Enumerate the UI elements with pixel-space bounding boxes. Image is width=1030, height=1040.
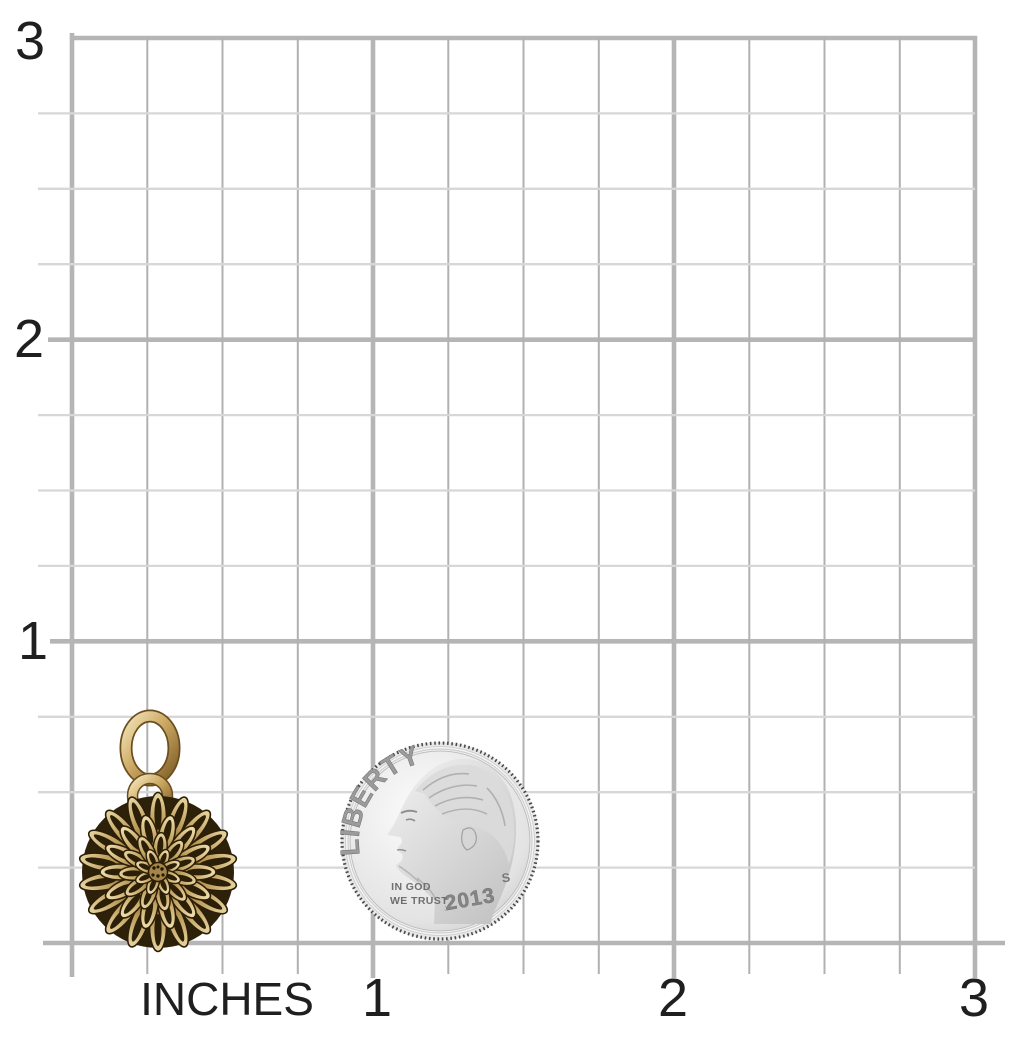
face-features	[396, 809, 437, 901]
designer-initials: JS	[444, 905, 452, 912]
motto-line-1: IN GOD	[391, 881, 431, 893]
ear	[461, 827, 477, 851]
hair-strokes	[422, 772, 506, 827]
roosevelt-portrait	[387, 758, 517, 924]
x-axis-label-1: 1	[361, 968, 393, 1028]
motto-line-2: WE TRUST	[390, 895, 448, 907]
charm-bail-rings	[119, 709, 181, 820]
charm-flower	[77, 791, 239, 953]
x-axis-label-3: 3	[958, 968, 990, 1028]
flower-center	[147, 861, 169, 883]
x-axis-label-2: 2	[657, 968, 689, 1028]
y-axis-label-2: 2	[13, 309, 45, 369]
y-axis-label-1: 1	[17, 611, 49, 671]
chrysanthemum-charm-photo	[77, 709, 239, 953]
x-axis-unit-label: INCHES	[140, 973, 314, 1025]
mint-mark: S	[501, 870, 511, 885]
dime-coin-photo: LIBERTY IN GOD WE TRUST JS 2013 S	[337, 739, 540, 941]
y-axis-label-3: 3	[14, 11, 46, 71]
